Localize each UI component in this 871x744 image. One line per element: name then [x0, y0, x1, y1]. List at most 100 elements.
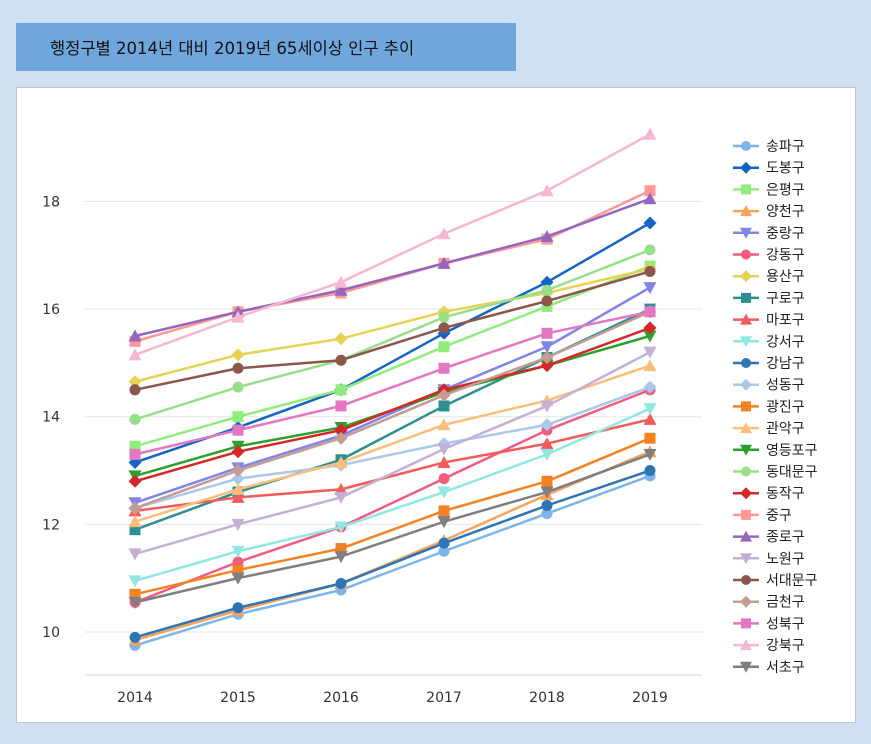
data-point[interactable] — [334, 455, 348, 468]
series-16[interactable] — [128, 321, 657, 488]
data-point[interactable] — [129, 384, 141, 396]
series-9[interactable] — [128, 403, 657, 588]
data-point[interactable] — [643, 192, 657, 205]
data-point[interactable] — [128, 329, 142, 342]
series-22[interactable] — [129, 306, 656, 460]
data-point[interactable] — [232, 424, 244, 436]
data-point[interactable] — [231, 572, 245, 585]
data-point[interactable] — [334, 482, 348, 495]
data-point[interactable] — [128, 596, 142, 609]
data-point[interactable] — [334, 521, 348, 534]
data-point[interactable] — [334, 431, 348, 445]
legend-item[interactable]: 중랑구 — [733, 226, 805, 242]
data-point[interactable] — [128, 501, 142, 515]
data-point[interactable] — [540, 418, 554, 432]
data-point[interactable] — [129, 631, 141, 643]
series-18[interactable] — [128, 192, 657, 342]
data-point[interactable] — [231, 445, 245, 459]
data-point[interactable] — [541, 327, 553, 339]
data-point[interactable] — [437, 455, 451, 468]
data-point[interactable] — [643, 216, 657, 230]
data-point[interactable] — [643, 403, 657, 416]
data-point[interactable] — [129, 524, 141, 536]
data-point[interactable] — [129, 440, 141, 452]
data-point[interactable] — [335, 354, 347, 366]
legend-item[interactable]: 강남구 — [733, 356, 805, 372]
data-point[interactable] — [540, 184, 554, 197]
data-point[interactable] — [128, 474, 142, 488]
data-point[interactable] — [437, 256, 451, 269]
legend-item[interactable]: 종로구 — [733, 530, 805, 546]
data-point[interactable] — [231, 472, 245, 486]
data-point[interactable] — [231, 490, 245, 503]
data-point[interactable] — [644, 465, 656, 477]
data-point[interactable] — [129, 413, 141, 425]
legend-item[interactable]: 성북구 — [733, 616, 805, 632]
legend-item[interactable]: 마포구 — [733, 313, 805, 329]
data-point[interactable] — [129, 448, 141, 460]
data-point[interactable] — [643, 321, 657, 335]
data-point[interactable] — [334, 551, 348, 564]
data-point[interactable] — [437, 227, 451, 240]
data-point[interactable] — [438, 505, 450, 517]
data-point[interactable] — [232, 411, 244, 423]
legend-item[interactable]: 강서구 — [733, 334, 805, 350]
data-point[interactable] — [438, 400, 450, 412]
data-point[interactable] — [540, 275, 554, 289]
data-point[interactable] — [232, 381, 244, 393]
data-point[interactable] — [335, 384, 347, 396]
data-point[interactable] — [334, 275, 348, 288]
data-point[interactable] — [231, 482, 245, 495]
data-point[interactable] — [334, 423, 348, 437]
legend-item[interactable]: 성동구 — [733, 378, 805, 394]
data-point[interactable] — [541, 508, 553, 520]
data-point[interactable] — [335, 400, 347, 412]
data-point[interactable] — [231, 464, 245, 478]
data-point[interactable] — [128, 348, 142, 361]
data-point[interactable] — [540, 341, 554, 354]
legend-item[interactable]: 금천구 — [733, 595, 805, 611]
legend-item[interactable]: 송파구 — [733, 139, 805, 155]
legend-item[interactable]: 중구 — [733, 508, 792, 524]
data-point[interactable] — [540, 400, 554, 413]
data-point[interactable] — [438, 362, 450, 374]
data-point[interactable] — [541, 500, 553, 511]
data-point[interactable] — [438, 311, 450, 323]
data-point[interactable] — [335, 578, 347, 590]
data-point[interactable] — [540, 359, 554, 373]
data-point[interactable] — [231, 310, 245, 323]
data-point[interactable] — [644, 265, 656, 277]
legend-item[interactable]: 영등포구 — [733, 443, 818, 459]
legend-item[interactable]: 노원구 — [733, 551, 805, 567]
data-point[interactable] — [644, 432, 656, 444]
data-point[interactable] — [334, 491, 348, 504]
legend-item[interactable]: 강동구 — [733, 248, 805, 264]
data-point[interactable] — [437, 516, 451, 529]
data-point[interactable] — [437, 388, 451, 402]
data-point[interactable] — [643, 282, 657, 295]
data-point[interactable] — [438, 537, 450, 549]
data-point[interactable] — [334, 283, 348, 296]
data-point[interactable] — [129, 588, 141, 600]
data-point[interactable] — [541, 284, 553, 296]
data-point[interactable] — [128, 515, 142, 528]
data-point[interactable] — [232, 362, 244, 374]
data-point[interactable] — [128, 575, 142, 588]
data-point[interactable] — [335, 543, 347, 555]
series-19[interactable] — [128, 346, 657, 561]
data-point[interactable] — [128, 375, 142, 389]
data-point[interactable] — [643, 359, 657, 372]
legend-item[interactable]: 용산구 — [733, 269, 805, 285]
series-20[interactable] — [129, 265, 656, 396]
legend-item[interactable]: 광진구 — [733, 399, 805, 415]
data-point[interactable] — [643, 346, 657, 359]
legend-item[interactable]: 양천구 — [733, 204, 805, 220]
data-point[interactable] — [540, 448, 554, 461]
data-point[interactable] — [643, 330, 657, 343]
data-point[interactable] — [437, 418, 451, 431]
data-point[interactable] — [644, 185, 656, 197]
data-point[interactable] — [643, 448, 657, 461]
series-8[interactable] — [128, 412, 657, 517]
series-24[interactable] — [128, 448, 657, 609]
legend-item[interactable]: 서초구 — [733, 660, 805, 676]
